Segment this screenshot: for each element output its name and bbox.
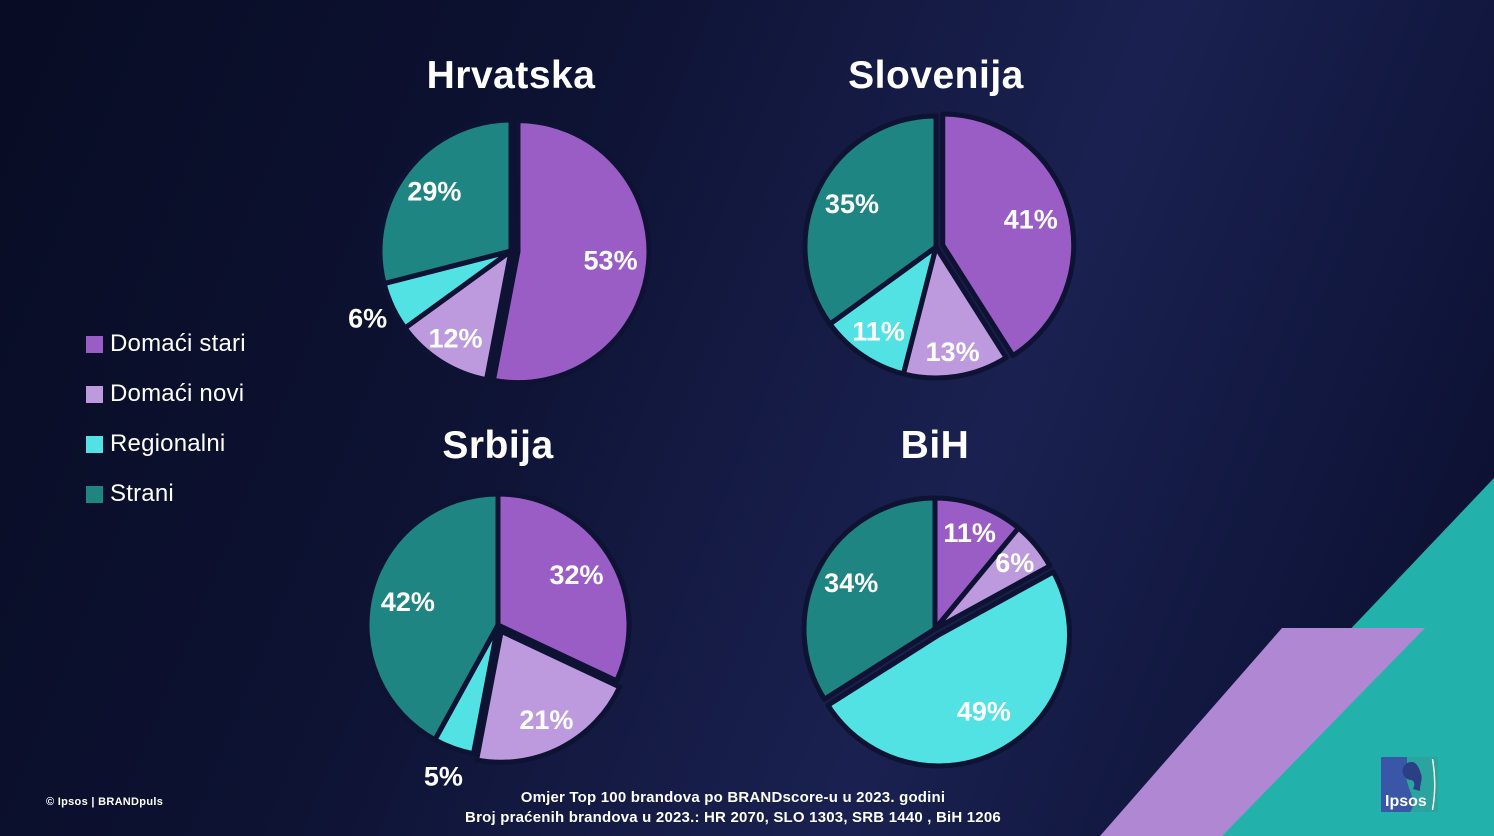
slice-value-label: 5%	[424, 762, 463, 792]
slice-value-label: 42%	[381, 587, 435, 617]
legend-swatch-domaci-novi	[86, 385, 103, 403]
logo-face-silhouette-icon	[1402, 761, 1422, 791]
legend-item-domaci-stari: Domaći stari	[86, 319, 246, 369]
slice-strani	[802, 113, 939, 327]
chart-title-bih: BiH	[900, 424, 970, 467]
logo-wordmark: Ipsos	[1385, 793, 1427, 810]
pie-hrvatska: 53% 12% 6% 29%	[348, 117, 652, 386]
pie-chart-bih: BiH 11% 6% 49% 34%	[795, 424, 1075, 769]
slice-value-label: 21%	[519, 705, 573, 735]
pie-bih: 11%6% 49% 34%	[801, 495, 1073, 769]
slice-value-label: 34%	[824, 568, 878, 598]
slice-regionalni	[825, 569, 1073, 769]
slice-doma-i-stari	[940, 111, 1077, 359]
slice-doma-i-novi	[402, 248, 514, 383]
legend-label-domaci-stari: Domaći stari	[110, 330, 246, 357]
teal-triangle-shape	[1154, 478, 1494, 836]
legend-item-strani: Strani	[86, 469, 246, 519]
footer-source-note: Omjer Top 100 brandova po BRANDscore-u u…	[0, 788, 1466, 828]
legend-swatch-strani	[86, 485, 103, 503]
slice-value-label: 13%	[926, 337, 980, 367]
slice-doma-i-novi	[932, 525, 1053, 632]
slice-value-label: 49%	[957, 697, 1011, 727]
footer-line1: Omjer Top 100 brandova po BRANDscore-u u…	[520, 789, 946, 806]
legend-swatch-regionalni	[86, 435, 103, 453]
slice-value-label: 6%	[348, 303, 387, 333]
legend-item-domaci-novi: Domaći novi	[86, 369, 246, 419]
slice-value-label: 6%	[995, 548, 1034, 578]
legend-swatch-domaci-stari	[86, 335, 103, 353]
pie-chart-srbija: Srbija 32% 21% 5% 42%	[358, 424, 638, 792]
pie-srbija: 32% 21% 5% 42%	[364, 491, 632, 792]
pie-chart-slovenija: Slovenija 41% 13% 11% 35%	[796, 54, 1077, 387]
slice-doma-i-stari	[495, 491, 632, 684]
logo-edge-curve	[1431, 758, 1436, 811]
legend: Domaći stari Domaći novi Regionalni Stra…	[86, 319, 246, 519]
slice-strani	[377, 117, 514, 287]
slice-value-label: 12%	[429, 323, 483, 353]
slice-value-label: 11%	[852, 317, 905, 347]
pie-chart-hrvatska: Hrvatska 53% 12% 6% 29%	[348, 54, 652, 391]
slice-doma-i-stari	[490, 118, 652, 386]
legend-label-regionalni: Regionalni	[110, 430, 226, 457]
legend-label-strani: Strani	[110, 480, 174, 507]
slice-doma-i-stari	[932, 495, 1021, 632]
slice-value-label: 32%	[550, 560, 604, 590]
slice-value-label: 35%	[825, 189, 879, 219]
chart-title-slovenija: Slovenija	[848, 54, 1024, 97]
copyright-note: © Ipsos | BRANDpuls	[46, 796, 164, 808]
slice-strani	[801, 495, 938, 702]
slice-value-label: 53%	[584, 245, 638, 275]
slice-value-label: 41%	[1004, 204, 1058, 234]
ipsos-logo: Ipsos	[1381, 757, 1438, 812]
slice-value-label: 29%	[407, 177, 461, 207]
slice-doma-i-novi	[474, 628, 623, 765]
chart-title-srbija: Srbija	[442, 424, 554, 467]
legend-item-regionalni: Regionalni	[86, 419, 246, 469]
slice-regionalni	[827, 244, 939, 377]
slice-strani	[364, 491, 501, 743]
legend-label-domaci-novi: Domaći novi	[110, 380, 245, 407]
pie-slovenija: 41% 13% 11% 35%	[802, 111, 1077, 381]
footer-line2: Broj praćenih brandova u 2023.: HR 2070,…	[465, 809, 1001, 826]
chart-title-hrvatska: Hrvatska	[426, 54, 596, 97]
slice-value-label: 11%	[943, 518, 996, 548]
